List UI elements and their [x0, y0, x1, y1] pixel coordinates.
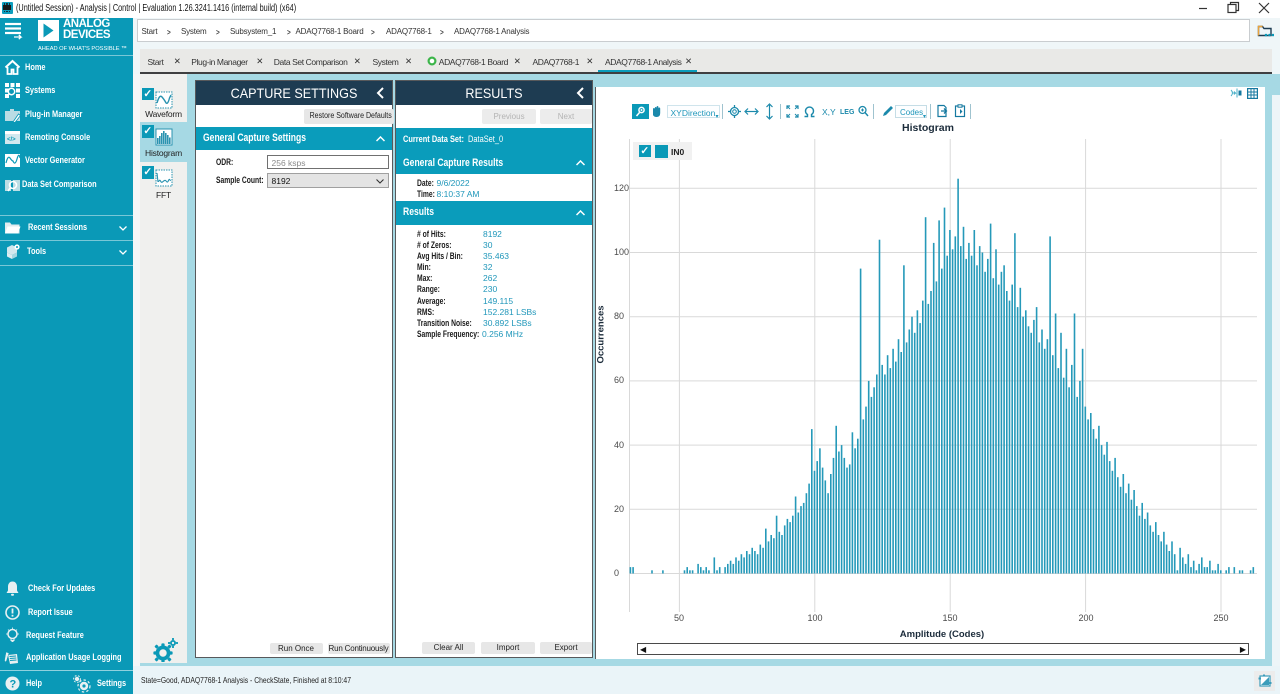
- svg-text:</>: </>: [7, 137, 16, 143]
- svg-text:?: ?: [10, 679, 17, 691]
